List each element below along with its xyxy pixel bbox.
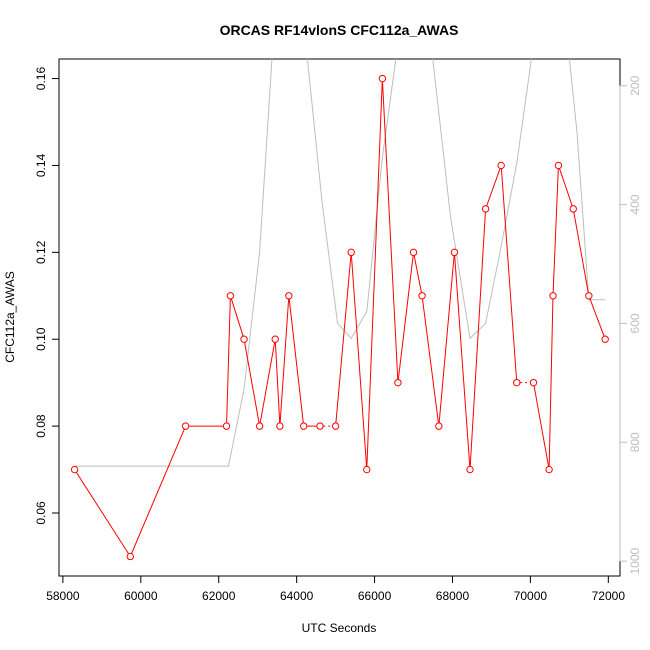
series-segment — [350, 255, 368, 467]
data-point — [435, 422, 443, 430]
right-tick-label: 800 — [628, 432, 642, 452]
series-segment — [382, 81, 399, 380]
data-point — [240, 335, 248, 343]
data-point — [569, 205, 577, 213]
data-point — [549, 292, 557, 300]
series-segment — [454, 255, 471, 467]
data-point — [378, 74, 387, 83]
series-segment — [533, 385, 550, 467]
right-tick-label: 1000 — [628, 547, 642, 574]
data-point — [601, 335, 609, 343]
right-tick-label: 200 — [628, 75, 642, 95]
series-segment — [573, 211, 589, 293]
series-segment — [438, 255, 455, 423]
altitude-series-line — [74, 59, 606, 467]
data-point — [70, 465, 79, 474]
data-point — [554, 161, 563, 170]
data-point — [222, 422, 231, 430]
y-axis: 0.06 0.08 0.10 0.12 0.14 0.16 — [34, 67, 59, 525]
data-point — [316, 422, 324, 430]
series-segment — [75, 471, 129, 555]
x-tick-label: 62000 — [202, 589, 236, 603]
data-point — [585, 292, 593, 300]
series-segment — [335, 255, 352, 423]
series-segment — [500, 168, 518, 380]
series-segment — [422, 298, 439, 424]
series-segment — [413, 255, 422, 293]
series-segment — [552, 168, 559, 293]
y-tick-label: 0.08 — [34, 414, 48, 438]
series-segment — [589, 298, 605, 337]
series-layer — [70, 59, 609, 561]
y-axis-label: CFC112a_AWAS — [3, 271, 17, 363]
data-point — [529, 378, 538, 387]
y-tick-label: 0.16 — [34, 67, 48, 91]
right-axis: 200 400 600 800 1000 — [619, 75, 642, 574]
series-segment — [559, 168, 573, 207]
data-point — [409, 248, 418, 257]
data-point — [271, 335, 279, 343]
data-point — [545, 465, 553, 474]
data-point — [285, 292, 293, 300]
series-segment — [469, 212, 486, 467]
series-segment — [397, 255, 414, 380]
data-point — [513, 378, 521, 387]
data-point — [255, 422, 264, 430]
series-segment — [230, 298, 244, 337]
x-tick-label: 72000 — [592, 589, 626, 603]
series-segment — [259, 342, 276, 424]
data-point — [363, 465, 371, 474]
series-segment — [486, 168, 501, 207]
plot-frame — [58, 58, 621, 577]
data-point — [450, 248, 459, 257]
data-point — [226, 292, 235, 300]
data-point — [466, 465, 474, 474]
series-segment — [274, 342, 281, 423]
data-point — [276, 422, 284, 430]
y-tick-label: 0.12 — [34, 240, 48, 264]
right-tick-label: 400 — [628, 194, 642, 214]
y-tick-label: 0.14 — [34, 153, 48, 177]
series-segment — [279, 298, 290, 423]
x-tick-label: 64000 — [280, 589, 314, 603]
series-segment — [548, 298, 554, 467]
series-segment — [366, 81, 383, 467]
x-tick-label: 70000 — [514, 589, 548, 603]
x-tick-label: 68000 — [436, 589, 470, 603]
x-tick-label: 66000 — [358, 589, 392, 603]
y-tick-label: 0.10 — [34, 327, 48, 351]
series-segment — [131, 428, 185, 554]
x-axis-label: UTC Seconds — [302, 621, 377, 635]
data-point — [331, 422, 340, 430]
right-tick-label: 600 — [628, 313, 642, 333]
data-point — [299, 422, 308, 430]
chart-title: ORCAS RF14vlonS CFC112a_AWAS — [220, 22, 459, 38]
data-point — [394, 378, 402, 387]
data-point — [126, 552, 134, 561]
x-tick-label: 58000 — [46, 589, 80, 603]
data-point — [347, 248, 355, 257]
data-point — [181, 422, 190, 430]
series-segment — [226, 298, 231, 423]
data-point — [481, 205, 490, 213]
data-point — [418, 292, 426, 300]
x-axis: 58000 60000 62000 64000 66000 68000 70000 72000 — [46, 576, 625, 603]
series-segment — [288, 298, 304, 423]
series-segment — [244, 342, 260, 424]
y-tick-label: 0.06 — [34, 501, 48, 525]
data-point — [497, 161, 505, 170]
x-tick-label: 60000 — [124, 589, 158, 603]
